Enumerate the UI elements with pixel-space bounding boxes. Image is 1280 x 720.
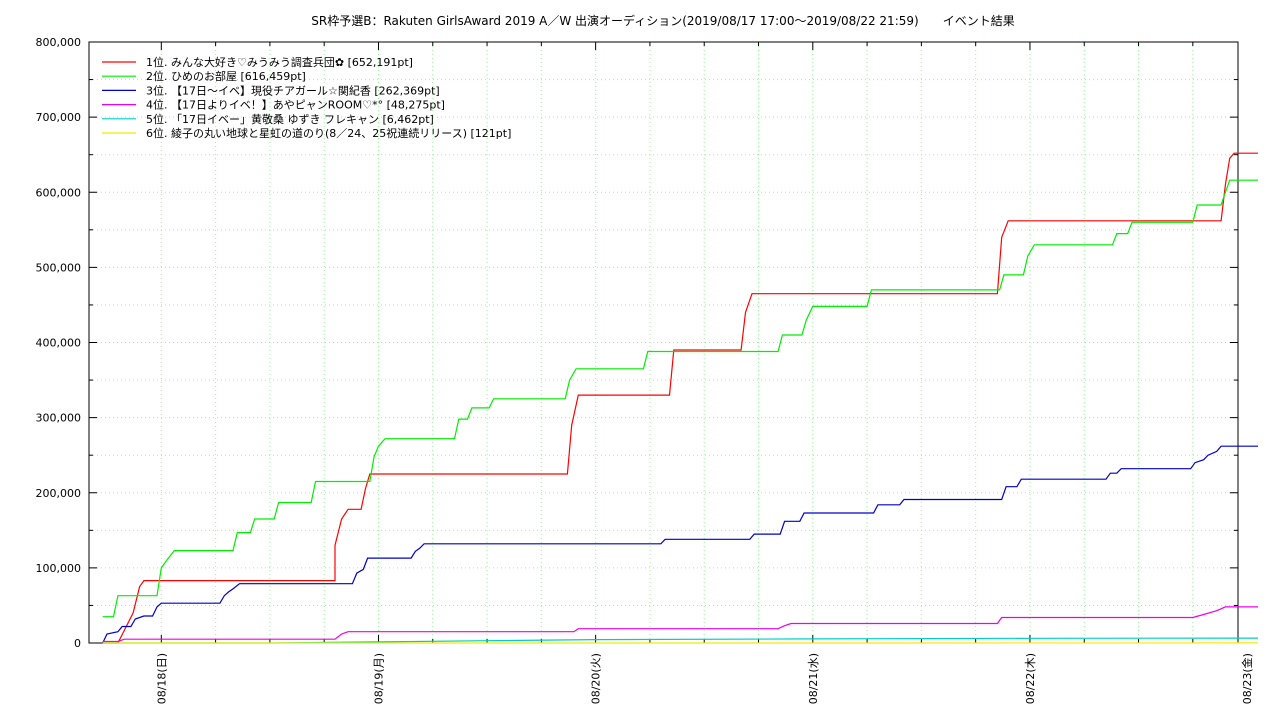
series-line-1 [102,152,1258,644]
legend-entry-3: 3位. 【17日～イベ】現役チアガール☆関紀香 [262,369pt] [146,83,440,97]
series-layer [102,152,1259,644]
grid [89,41,1238,644]
x-tick-label: 08/19(月) [372,653,385,704]
legend-entry-4: 4位. 【17日よりイベ！】あやピャンROOM♡*° [48,275pt] [146,98,445,112]
x-axis: 08/18(日) 08/19(月) 08/20(火) 08/21(水) 08/22(木)… [155,42,1254,704]
y-tick-label: 600,000 [36,186,82,199]
x-tick-label: 08/20(火) [590,653,603,704]
y-tick-label: 100,000 [36,562,82,575]
y-tick-label: 700,000 [36,111,82,124]
series-line-4 [102,606,1258,643]
x-tick-label: 08/22(木) [1024,653,1037,704]
series-line-2 [102,179,1258,618]
y-tick-label: 0 [74,637,81,650]
y-tick-label: 400,000 [36,337,82,350]
y-tick-label: 300,000 [36,412,82,425]
legend-entry-6: 6位. 綾子の丸い地球と星虹の道のり(8／24、25祝連続リリース) [121p… [146,126,511,140]
x-tick-label: 08/18(日) [155,653,168,704]
legend-entry-1: 1位. みんな大好き♡みうみう調査兵団✿ [652,191pt] [146,55,413,69]
legend: 1位. みんな大好き♡みうみう調査兵団✿ [652,191pt]2位. ひめのお… [102,55,511,140]
chart-title: SR枠予選B：Rakuten GirlsAward 2019 A／W 出演オーデ… [311,13,1014,28]
y-tick-label: 500,000 [36,261,82,274]
x-tick-label: 08/23(金) [1240,653,1254,704]
y-tick-label: 800,000 [36,36,82,49]
legend-entry-2: 2位. ひめのお部屋 [616,459pt] [146,69,306,83]
x-tick-label: 08/21(水) [807,653,820,704]
series-line-3 [102,445,1258,644]
legend-entry-5: 5位. 「17日イベー」黄敬桑 ゆずき フレキャン [6,462pt] [146,112,434,126]
y-tick-label: 200,000 [36,487,82,500]
